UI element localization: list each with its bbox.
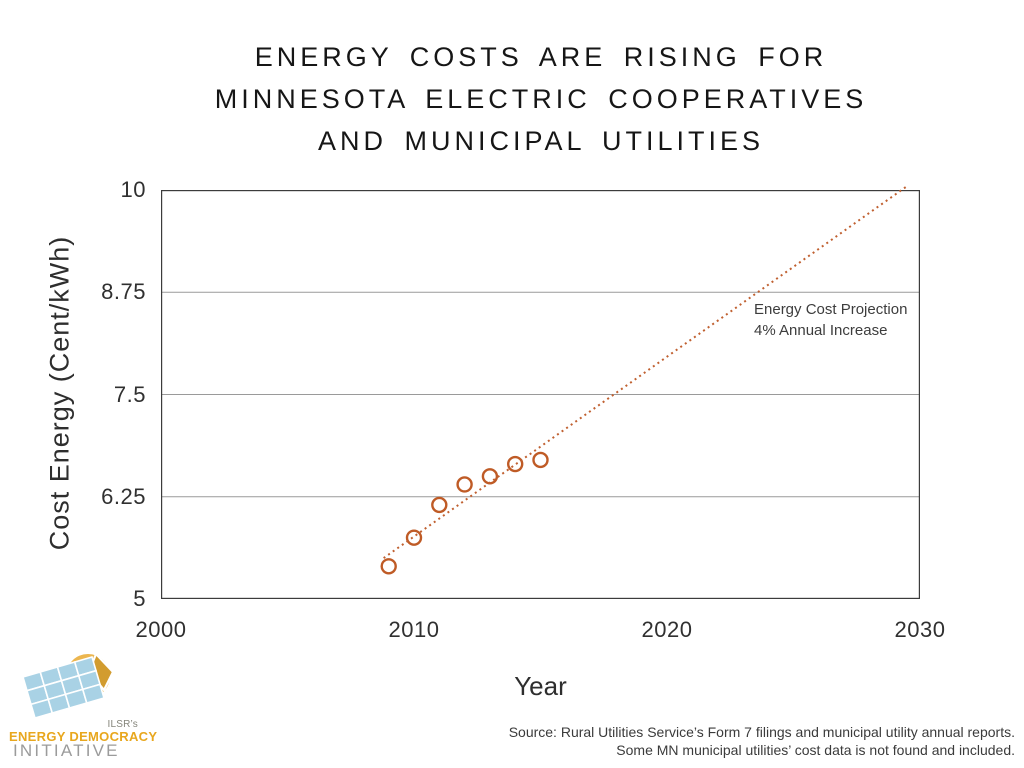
- data-point-2013: [481, 468, 499, 485]
- data-point-2011: [431, 496, 448, 514]
- x-tick-label-2010: 2010: [388, 617, 440, 642]
- solar-panel-cell: [81, 683, 105, 705]
- x-tick-label-2020: 2020: [641, 617, 693, 642]
- projection-annotation-line-1: Energy Cost Projection: [754, 301, 908, 318]
- chart-title-line-3: AND MUNICIPAL UTILITIES: [317, 126, 765, 156]
- y-axis-title: Cost Energy (Cent/kWh): [44, 235, 75, 551]
- projection-line: [383, 185, 908, 559]
- y-tick-label-10: 10: [120, 177, 146, 202]
- chart-title-line-2: MINNESOTA ELECTRIC COOPERATIVES: [214, 84, 868, 114]
- y-tick-label-8.75: 8.75: [101, 279, 146, 305]
- projection-annotation-line-2: 4% Annual Increase: [754, 322, 888, 339]
- chart-title: ENERGY COSTS ARE RISING FOR MINNESOTA EL…: [58, 36, 1024, 162]
- plot-area: [161, 185, 920, 599]
- x-tick-label-2030: 2030: [894, 617, 946, 642]
- y-tick-label-5: 5: [133, 586, 146, 611]
- chart-title-line-1: ENERGY COSTS ARE RISING FOR: [254, 42, 828, 72]
- data-point-2014: [507, 455, 524, 473]
- y-tick-label-6.25: 6.25: [101, 483, 146, 509]
- data-point-2010: [405, 529, 423, 546]
- solar-panel-grid: [22, 656, 105, 719]
- source-note-line-1: Source: Rural Utilities Service’s Form 7…: [508, 724, 1015, 740]
- ilsr-wordmark: ILSR’s: [107, 719, 138, 730]
- data-point-2015: [532, 451, 549, 469]
- source-note-line-2: Some MN municipal utilities’ cost data i…: [616, 742, 1015, 758]
- y-tick-label-7.5: 7.5: [113, 381, 146, 407]
- x-axis-title: Year: [514, 671, 567, 701]
- projection-annotation: Energy Cost Projection 4% Annual Increas…: [754, 299, 907, 341]
- logo-initiative-label: INITIATIVE: [13, 741, 120, 760]
- plot-frame: [161, 190, 920, 599]
- logo-energy-democracy-label: ENERGY DEMOCRACY: [9, 729, 158, 744]
- solar-sun-logo-icon: [22, 651, 115, 719]
- x-tick-label-2000: 2000: [135, 617, 187, 642]
- source-note: Source: Rural Utilities Service’s Form 7…: [509, 723, 1015, 759]
- data-point-2009: [380, 558, 397, 575]
- energy-democracy-initiative-logo: ILSR’s ENERGY DEMOCRACY INITIATIVE: [0, 640, 160, 765]
- data-point-2012: [456, 476, 473, 493]
